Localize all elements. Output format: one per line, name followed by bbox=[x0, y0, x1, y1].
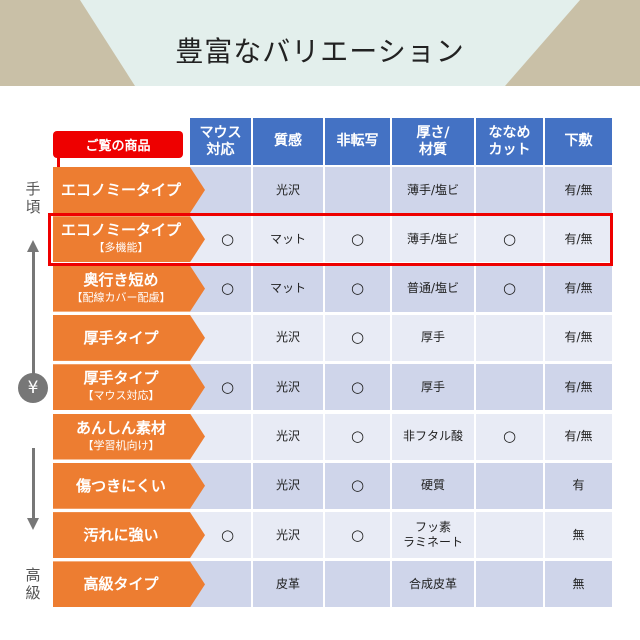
page-title: 豊富なバリエーション bbox=[175, 35, 465, 68]
title-banner bbox=[80, 0, 580, 86]
table-cell bbox=[476, 314, 543, 361]
table-cell: 無 bbox=[545, 512, 612, 559]
product-subtitle: 【学習机向け】 bbox=[82, 438, 160, 452]
table-cell: 厚手 bbox=[392, 364, 474, 411]
table-cell: 合成皮革 bbox=[392, 561, 474, 608]
check-circle-cell: ○ bbox=[476, 216, 543, 263]
product-subtitle: 【多機能】 bbox=[93, 241, 149, 255]
column-header: 下敷 bbox=[545, 118, 612, 165]
table-cell bbox=[476, 364, 543, 411]
arrow-down-icon bbox=[27, 518, 39, 530]
product-name: 高級タイプ bbox=[83, 575, 159, 594]
table-cell: 厚手 bbox=[392, 314, 474, 361]
table-cell bbox=[325, 561, 390, 608]
table-cell: 有/無 bbox=[545, 265, 612, 312]
table-cell: 有/無 bbox=[545, 314, 612, 361]
product-name: あんしん素材 bbox=[75, 418, 166, 437]
check-circle-cell: ○ bbox=[325, 413, 390, 460]
axis-line-down bbox=[32, 448, 35, 520]
product-subtitle: 【配線カバー配慮】 bbox=[71, 290, 171, 304]
table-cell: 光沢 bbox=[253, 167, 323, 213]
table-cell: 有/無 bbox=[545, 364, 612, 411]
row-label: 汚れに強い bbox=[53, 512, 205, 559]
column-header: 厚さ/ 材質 bbox=[392, 118, 474, 165]
row-label: 高級タイプ bbox=[53, 561, 205, 608]
check-circle-cell: ○ bbox=[325, 314, 390, 361]
product-subtitle: 【マウス対応】 bbox=[82, 389, 160, 403]
row-label: エコノミータイプ 【多機能】 bbox=[53, 216, 205, 263]
check-circle-cell: ○ bbox=[325, 265, 390, 312]
axis-line-up bbox=[32, 250, 35, 378]
check-circle-cell: ○ bbox=[325, 512, 390, 559]
current-product-label: ご覧の商品 bbox=[53, 131, 183, 158]
table-cell: 硬質 bbox=[392, 462, 474, 509]
product-name: 汚れに強い bbox=[83, 526, 159, 545]
yen-icon: ¥ bbox=[18, 373, 48, 403]
column-header: 質感 bbox=[253, 118, 323, 165]
axis-top-label: 手頃 bbox=[25, 180, 41, 216]
table-cell: 光沢 bbox=[253, 364, 323, 411]
table-cell: 有/無 bbox=[545, 167, 612, 213]
table-cell: 有/無 bbox=[545, 216, 612, 263]
row-label: 厚手タイプ 【マウス対応】 bbox=[53, 364, 205, 411]
row-label: 奥行き短め 【配線カバー配慮】 bbox=[53, 265, 205, 312]
check-circle-cell: ○ bbox=[476, 413, 543, 460]
product-name: 厚手タイプ bbox=[83, 369, 159, 388]
column-header: マウス 対応 bbox=[190, 118, 251, 165]
table-cell bbox=[476, 512, 543, 559]
table-cell bbox=[476, 561, 543, 608]
table-cell: 光沢 bbox=[253, 462, 323, 509]
column-header: 非転写 bbox=[325, 118, 390, 165]
check-circle-cell: ○ bbox=[325, 364, 390, 411]
table-cell: 有/無 bbox=[545, 413, 612, 460]
check-circle-cell: ○ bbox=[325, 462, 390, 509]
row-label: 厚手タイプ bbox=[53, 314, 205, 361]
table-cell: 皮革 bbox=[253, 561, 323, 608]
table-cell: 薄手/塩ビ bbox=[392, 216, 474, 263]
column-header: ななめ カット bbox=[476, 118, 543, 165]
table-cell bbox=[476, 462, 543, 509]
table-cell bbox=[325, 167, 390, 213]
row-label: 傷つきにくい bbox=[53, 462, 205, 509]
check-circle-cell: ○ bbox=[476, 265, 543, 312]
table-cell: 無 bbox=[545, 561, 612, 608]
product-name: 傷つきにくい bbox=[76, 476, 166, 495]
table-cell: 薄手/塩ビ bbox=[392, 167, 474, 213]
row-label: あんしん素材 【学習机向け】 bbox=[53, 413, 205, 460]
row-label: エコノミータイプ bbox=[53, 167, 205, 213]
table-cell: 光沢 bbox=[253, 413, 323, 460]
arrow-up-icon bbox=[27, 240, 39, 252]
table-cell: 有 bbox=[545, 462, 612, 509]
table-cell: マット bbox=[253, 216, 323, 263]
table-cell: フッ素 ラミネート bbox=[392, 512, 474, 559]
product-name: 厚手タイプ bbox=[83, 328, 159, 347]
product-name: 奥行き短め bbox=[83, 270, 159, 289]
product-name: エコノミータイプ bbox=[60, 181, 181, 199]
axis-bottom-label: 高級 bbox=[25, 566, 41, 602]
product-name: エコノミータイプ bbox=[60, 221, 181, 240]
check-circle-cell: ○ bbox=[325, 216, 390, 263]
table-cell: 光沢 bbox=[253, 512, 323, 559]
table-cell: 光沢 bbox=[253, 314, 323, 361]
table-cell: マット bbox=[253, 265, 323, 312]
table-cell: 普通/塩ビ bbox=[392, 265, 474, 312]
table-cell bbox=[476, 167, 543, 213]
table-cell: 非フタル酸 bbox=[392, 413, 474, 460]
